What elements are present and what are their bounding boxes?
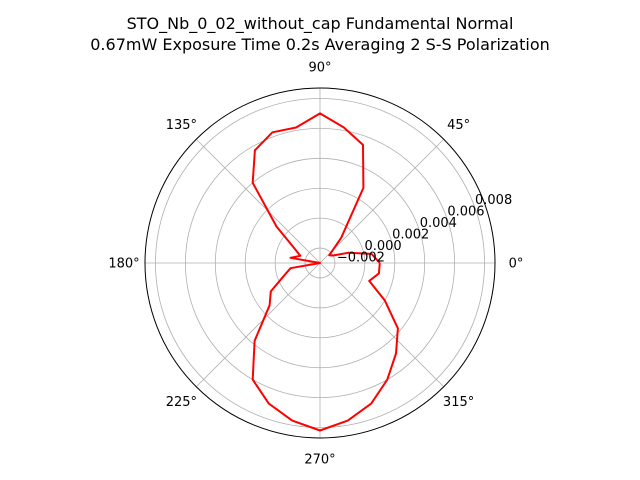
radial-tick-label: 0.006: [447, 204, 484, 219]
data-series-layer: [251, 112, 399, 432]
tick-labels: 0°45°90°135°180°225°270°315°−0.0020.0000…: [108, 61, 523, 468]
polar-frame: [144, 87, 496, 439]
angle-tick-label: 315°: [443, 395, 474, 410]
radial-tick-label: 0.004: [420, 216, 457, 231]
angular-grid-spoke: [195, 138, 321, 264]
angle-tick-label: 0°: [509, 257, 524, 272]
radial-tick-label: 0.000: [364, 239, 401, 254]
angle-tick-label: 45°: [447, 118, 470, 133]
chart-title-line-1: STO_Nb_0_02_without_cap Fundamental Norm…: [127, 14, 514, 34]
radial-tick-label: −0.002: [337, 250, 385, 265]
chart-title-line-2: 0.67mW Exposure Time 0.2s Averaging 2 S-…: [90, 35, 550, 54]
angular-grid-spoke: [319, 262, 445, 388]
radial-tick-label: 0.008: [475, 193, 512, 208]
data-series-line: [251, 112, 399, 432]
angle-tick-label: 135°: [166, 118, 197, 133]
angle-tick-label: 225°: [166, 395, 197, 410]
angle-tick-label: 180°: [108, 257, 139, 272]
radial-tick-label: 0.002: [392, 227, 429, 242]
angle-tick-label: 270°: [304, 453, 335, 468]
angle-tick-label: 90°: [308, 61, 331, 76]
angular-grid-spoke: [319, 138, 445, 264]
angular-grid-spoke: [195, 262, 321, 388]
polar-grid: [145, 88, 495, 438]
